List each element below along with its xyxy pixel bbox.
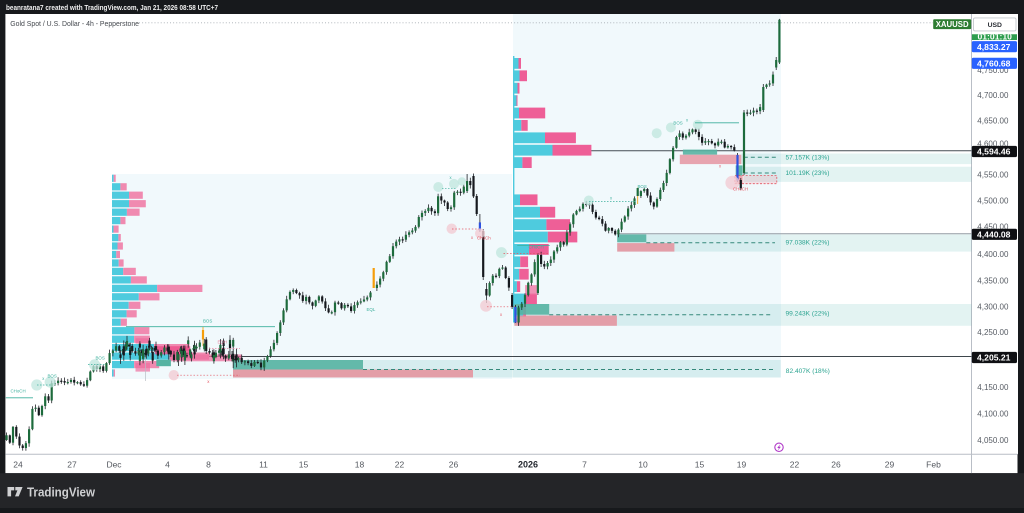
svg-text:EQH: EQH	[218, 340, 228, 345]
svg-text:Dec: Dec	[106, 460, 122, 470]
svg-text:4: 4	[165, 460, 170, 470]
svg-text:CHoCH: CHoCH	[529, 244, 544, 249]
svg-text:22: 22	[395, 460, 405, 470]
svg-text:29: 29	[885, 460, 895, 470]
svg-text:4,750.00: 4,750.00	[977, 66, 1009, 75]
svg-text:4,250.00: 4,250.00	[977, 328, 1009, 337]
svg-text:4,150.00: 4,150.00	[977, 383, 1009, 392]
svg-text:4,550.00: 4,550.00	[977, 170, 1009, 179]
svg-text:USD: USD	[988, 22, 1002, 29]
svg-text:101.19K (23%): 101.19K (23%)	[786, 170, 830, 177]
svg-text:x: x	[686, 118, 689, 123]
svg-text:24: 24	[13, 460, 23, 470]
svg-text:82.407K (18%): 82.407K (18%)	[786, 368, 830, 375]
svg-text:4,205.21: 4,205.21	[977, 353, 1011, 363]
svg-text:ChoCh: ChoCh	[477, 235, 491, 240]
svg-text:x: x	[450, 175, 453, 180]
svg-text:4,700.00: 4,700.00	[977, 91, 1009, 100]
svg-text:4,400.00: 4,400.00	[977, 250, 1009, 259]
svg-text:22: 22	[790, 460, 800, 470]
svg-text:4,450.00: 4,450.00	[977, 223, 1009, 232]
svg-text:4,600.00: 4,600.00	[977, 140, 1009, 149]
svg-text:15: 15	[695, 460, 705, 470]
svg-text:19: 19	[737, 460, 747, 470]
svg-text:BOS: BOS	[673, 120, 682, 125]
svg-text:4,440.08: 4,440.08	[977, 230, 1011, 240]
svg-text:2026: 2026	[518, 460, 538, 470]
svg-text:4,050.00: 4,050.00	[977, 436, 1009, 445]
svg-text:8: 8	[206, 460, 211, 470]
svg-text:01:01:10: 01:01:10	[978, 31, 1013, 41]
svg-text:4,833.27: 4,833.27	[977, 42, 1011, 52]
svg-text:x: x	[610, 196, 613, 201]
svg-text:15: 15	[299, 460, 309, 470]
svg-text:Feb: Feb	[926, 460, 941, 470]
svg-text:18: 18	[355, 460, 365, 470]
svg-text:XAUUSD: XAUUSD	[936, 20, 969, 29]
svg-text:CHoCH: CHoCH	[733, 187, 748, 192]
svg-text:4,500.00: 4,500.00	[977, 196, 1009, 205]
svg-text:57.157K (13%): 57.157K (13%)	[786, 155, 830, 162]
svg-text:11: 11	[259, 460, 268, 470]
svg-text:x: x	[42, 376, 45, 381]
svg-text:26: 26	[831, 460, 841, 470]
svg-text:10: 10	[638, 460, 648, 470]
svg-text:Gold Spot / U.S. Dollar - 4h -: Gold Spot / U.S. Dollar - 4h - Peppersto…	[10, 21, 139, 28]
svg-text:26: 26	[449, 460, 459, 470]
svg-text:4,594.46: 4,594.46	[977, 147, 1011, 157]
svg-text:97.038K (22%): 97.038K (22%)	[786, 240, 830, 247]
svg-text:CHoCH: CHoCH	[11, 389, 26, 394]
svg-text:TradingView: TradingView	[27, 485, 95, 499]
svg-text:4,300.00: 4,300.00	[977, 303, 1009, 312]
svg-text:BOS: BOS	[638, 184, 647, 189]
svg-text:x: x	[500, 312, 503, 317]
svg-text:4,650.00: 4,650.00	[977, 117, 1009, 126]
svg-text:27: 27	[67, 460, 77, 470]
svg-text:4,350.00: 4,350.00	[977, 277, 1009, 286]
svg-text:BOS: BOS	[48, 374, 57, 379]
svg-text:4,760.68: 4,760.68	[977, 59, 1011, 69]
svg-text:beanratana7 created with Tradi: beanratana7 created with TradingView.com…	[6, 3, 218, 12]
svg-text:BOS: BOS	[96, 355, 105, 360]
svg-text:x: x	[719, 164, 722, 169]
svg-text:BOS: BOS	[203, 318, 212, 323]
svg-text:x: x	[207, 379, 210, 384]
svg-text:7: 7	[582, 460, 587, 470]
svg-text:99.243K (22%): 99.243K (22%)	[786, 310, 830, 317]
svg-text:x: x	[471, 235, 474, 240]
svg-text:4,100.00: 4,100.00	[977, 409, 1009, 418]
svg-text:EQL: EQL	[367, 307, 376, 312]
